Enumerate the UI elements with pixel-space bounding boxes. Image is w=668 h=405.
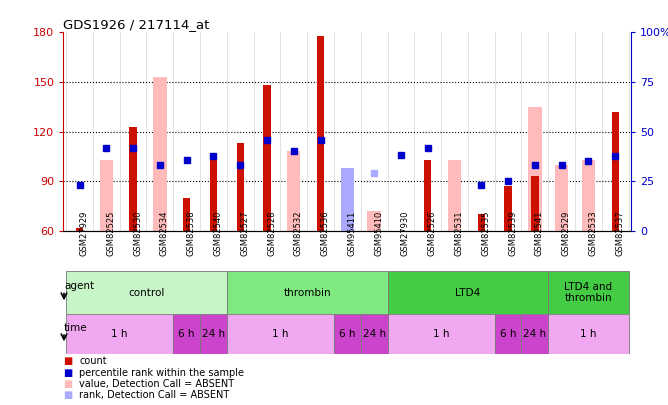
- Bar: [200, 314, 227, 354]
- Text: percentile rank within the sample: percentile rank within the sample: [79, 368, 244, 377]
- Text: GSM82532: GSM82532: [294, 210, 303, 256]
- Text: GSM82528: GSM82528: [267, 210, 276, 256]
- Text: GSM82540: GSM82540: [214, 210, 222, 256]
- Text: time: time: [64, 323, 88, 333]
- Bar: [227, 314, 334, 354]
- Bar: [548, 271, 629, 314]
- Text: LTD4: LTD4: [456, 288, 480, 298]
- Text: GSM82537: GSM82537: [615, 210, 624, 256]
- Bar: [387, 271, 548, 314]
- Bar: [341, 168, 354, 231]
- Text: ■: ■: [63, 368, 73, 377]
- Bar: [173, 314, 200, 354]
- Bar: [448, 160, 461, 231]
- Text: 6 h: 6 h: [178, 329, 195, 339]
- Text: GSM82535: GSM82535: [481, 210, 490, 256]
- Bar: [555, 165, 568, 231]
- Bar: [582, 160, 595, 231]
- Text: 24 h: 24 h: [202, 329, 225, 339]
- Text: GSM82536: GSM82536: [321, 210, 329, 256]
- Text: ■: ■: [63, 390, 73, 400]
- Text: control: control: [128, 288, 165, 298]
- Bar: [367, 211, 381, 231]
- Bar: [424, 160, 432, 231]
- Bar: [334, 314, 361, 354]
- Bar: [287, 151, 301, 231]
- Bar: [341, 170, 354, 231]
- Text: GSM82541: GSM82541: [535, 210, 544, 256]
- Bar: [153, 77, 166, 231]
- Text: thrombin: thrombin: [283, 288, 331, 298]
- Text: GSM82527: GSM82527: [240, 210, 249, 256]
- Bar: [317, 36, 324, 231]
- Text: 1 h: 1 h: [433, 329, 450, 339]
- Text: 1 h: 1 h: [112, 329, 128, 339]
- Bar: [361, 314, 387, 354]
- Bar: [236, 143, 244, 231]
- Text: GSM95411: GSM95411: [347, 210, 356, 256]
- Bar: [210, 160, 217, 231]
- Bar: [522, 314, 548, 354]
- Bar: [76, 228, 84, 231]
- Text: GSM82530: GSM82530: [133, 210, 142, 256]
- Bar: [548, 314, 629, 354]
- Text: count: count: [79, 356, 107, 366]
- Text: GSM82531: GSM82531: [454, 210, 464, 256]
- Text: 1 h: 1 h: [272, 329, 289, 339]
- Text: GSM82534: GSM82534: [160, 210, 169, 256]
- Bar: [100, 160, 113, 231]
- Bar: [227, 271, 387, 314]
- Bar: [387, 314, 495, 354]
- Text: GSM82525: GSM82525: [106, 210, 116, 256]
- Text: GSM95410: GSM95410: [374, 210, 383, 256]
- Bar: [495, 314, 522, 354]
- Bar: [66, 314, 173, 354]
- Bar: [611, 112, 619, 231]
- Text: 6 h: 6 h: [339, 329, 355, 339]
- Text: LTD4 and
thrombin: LTD4 and thrombin: [564, 282, 613, 303]
- Text: GSM82529: GSM82529: [562, 210, 570, 256]
- Bar: [504, 186, 512, 231]
- Text: GSM82526: GSM82526: [428, 210, 437, 256]
- Text: value, Detection Call = ABSENT: value, Detection Call = ABSENT: [79, 379, 234, 389]
- Text: 6 h: 6 h: [500, 329, 516, 339]
- Text: ■: ■: [63, 356, 73, 366]
- Bar: [528, 107, 542, 231]
- Bar: [183, 198, 190, 231]
- Text: 24 h: 24 h: [523, 329, 546, 339]
- Text: ■: ■: [63, 379, 73, 389]
- Text: agent: agent: [64, 281, 94, 291]
- Text: GSM82533: GSM82533: [589, 210, 597, 256]
- Bar: [263, 85, 271, 231]
- Text: GSM27929: GSM27929: [79, 210, 89, 256]
- Text: 24 h: 24 h: [363, 329, 385, 339]
- Text: rank, Detection Call = ABSENT: rank, Detection Call = ABSENT: [79, 390, 230, 400]
- Bar: [66, 271, 227, 314]
- Text: GDS1926 / 217114_at: GDS1926 / 217114_at: [63, 18, 210, 31]
- Bar: [531, 176, 538, 231]
- Text: GSM82539: GSM82539: [508, 210, 517, 256]
- Bar: [478, 214, 485, 231]
- Bar: [130, 127, 137, 231]
- Text: GSM82538: GSM82538: [186, 210, 196, 256]
- Text: 1 h: 1 h: [580, 329, 597, 339]
- Text: GSM27930: GSM27930: [401, 210, 410, 256]
